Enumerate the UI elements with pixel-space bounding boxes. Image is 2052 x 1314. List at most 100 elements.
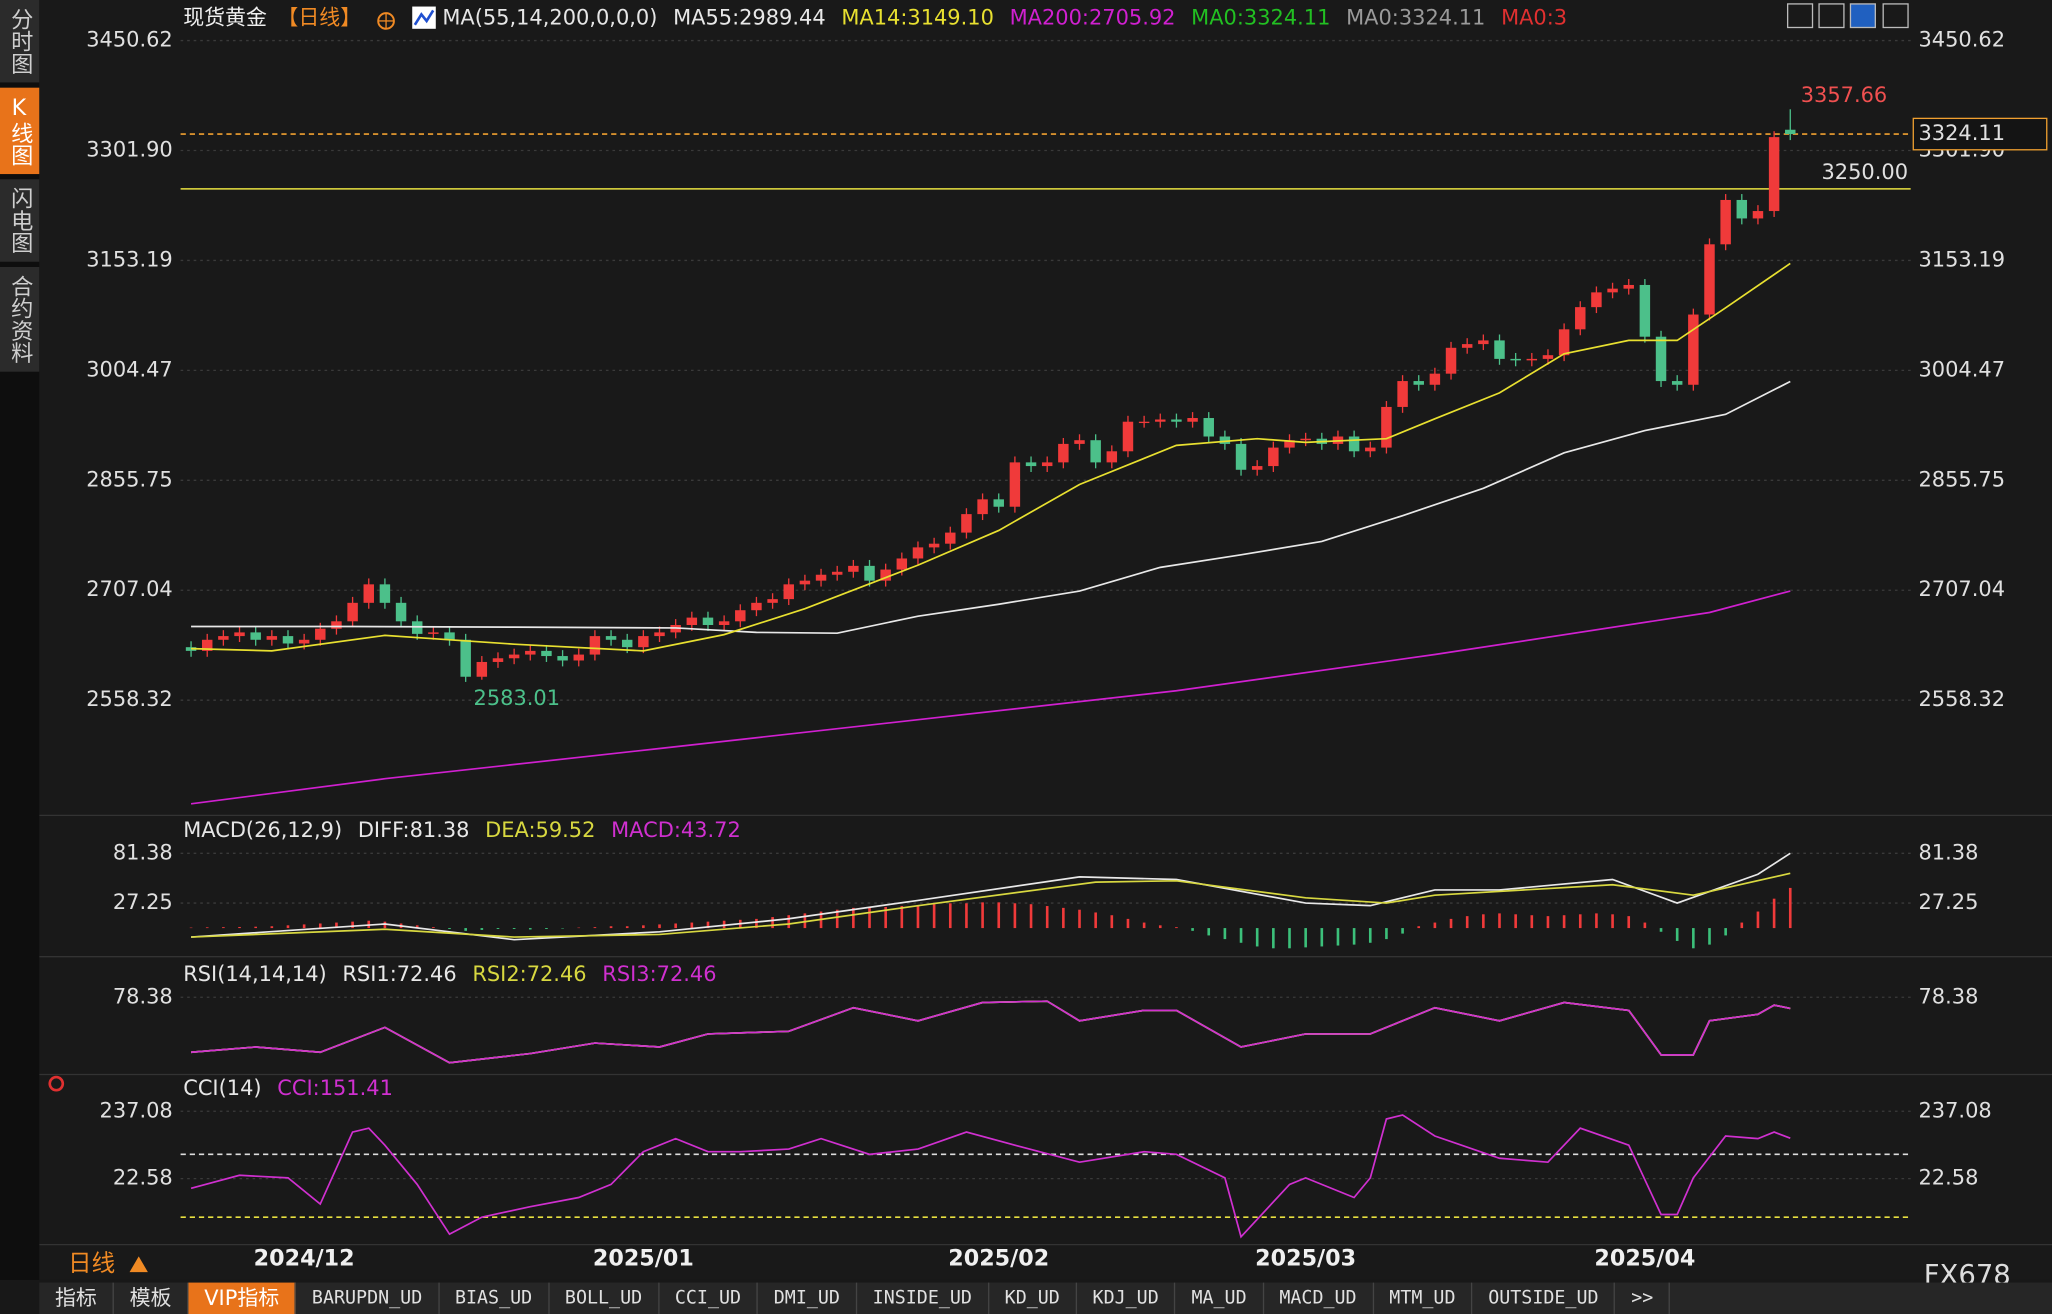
tool-icon[interactable] [1849, 3, 1876, 29]
histogram-bar [1692, 928, 1695, 949]
histogram-bar [884, 906, 887, 929]
candle-body [880, 569, 891, 581]
y-tick-label: 22.58 [113, 1166, 173, 1190]
footer-tab[interactable]: >> [1616, 1282, 1671, 1314]
histogram-bar [222, 927, 225, 929]
histogram-bar [496, 928, 500, 929]
sidebar-tab[interactable]: 闪电图 [0, 179, 40, 262]
candle-body [864, 565, 875, 581]
y-tick-label-right: 78.38 [1919, 984, 1979, 1008]
histogram-bar [835, 909, 839, 929]
footer-tab[interactable]: KDJ_UD [1077, 1282, 1176, 1314]
histogram-bar [1433, 922, 1437, 929]
histogram-bar [1158, 925, 1162, 929]
candle-body [928, 543, 940, 548]
sidebar-tab[interactable]: 分时图 [0, 0, 40, 83]
x-tick-label: 2025/01 [593, 1246, 694, 1272]
histogram-bar [1013, 903, 1017, 929]
candle-body [1397, 381, 1408, 407]
candle-body [1413, 381, 1424, 385]
sidebar-tab[interactable]: K线图 [0, 87, 40, 175]
footer-tab[interactable]: KD_UD [989, 1282, 1077, 1314]
histogram-bar [1627, 916, 1631, 929]
alert-icon[interactable] [48, 1075, 65, 1092]
period-arrow[interactable] [129, 1256, 148, 1273]
candle-body [1639, 284, 1651, 337]
candle-body [1090, 440, 1101, 463]
period-label: 【日线】 [277, 5, 361, 29]
histogram-bar [900, 906, 904, 929]
y-tick-label: 27.25 [113, 890, 173, 914]
candle-body [1074, 440, 1085, 444]
sidebar-tab[interactable]: 合约资料 [0, 266, 40, 372]
histogram-bar [1126, 918, 1130, 929]
histogram-bar [625, 926, 629, 929]
candle-body [315, 628, 326, 640]
candle-body [1445, 347, 1457, 374]
candle-body [298, 639, 310, 644]
histogram-bar [1401, 928, 1404, 934]
footer-tab[interactable]: CCI_UD [659, 1282, 759, 1314]
crosshair-icon[interactable] [377, 12, 395, 30]
candle-body [1591, 292, 1602, 308]
y-tick-label-right: 3450.62 [1919, 28, 2006, 52]
legend-label: MA0:3 [1501, 5, 1567, 29]
legend-label: CCI:151.41 [277, 1076, 393, 1100]
candle-body [815, 574, 827, 581]
footer-period[interactable]: 日线 [68, 1249, 115, 1277]
footer-tab[interactable]: MA_UD [1176, 1282, 1264, 1314]
candle-body [476, 661, 488, 677]
high-annotation: 3357.66 [1801, 83, 1888, 107]
tool-icon[interactable] [1786, 3, 1814, 29]
histogram-bar [965, 903, 968, 929]
tool-icon[interactable] [1818, 3, 1845, 29]
candle-body [1655, 336, 1667, 382]
footer-tab[interactable]: BARUPDN_UD [296, 1282, 440, 1314]
candle-body [492, 658, 504, 662]
candle-body [1300, 438, 1311, 441]
candle-body [1494, 340, 1505, 359]
legend-label: MACD(26,12,9) [183, 818, 342, 842]
y-tick-label: 2707.04 [86, 577, 173, 601]
legend-label: MA200:2705.92 [1010, 5, 1176, 29]
footer-tab[interactable]: INSIDE_UD [857, 1282, 989, 1314]
histogram-bar [1482, 914, 1485, 929]
histogram-bar [205, 927, 209, 929]
tool-icon[interactable] [1882, 3, 1909, 29]
candle-body [1284, 440, 1295, 448]
histogram-bar [464, 928, 467, 931]
histogram-bar [803, 913, 807, 929]
footer-tab[interactable]: OUTSIDE_UD [1472, 1282, 1616, 1314]
y-tick-label-right: 2855.75 [1919, 467, 2006, 491]
price-box-label: 3324.11 [1919, 121, 2006, 145]
histogram-bar [1094, 912, 1097, 929]
histogram-bar [1708, 928, 1711, 945]
footer-tab[interactable]: MACD_UD [1264, 1282, 1374, 1314]
footer-tab[interactable]: 模板 [114, 1282, 189, 1314]
indicator-icon[interactable] [412, 6, 436, 29]
y-tick-label-right: 237.08 [1919, 1098, 1992, 1122]
icon-line [413, 9, 435, 26]
histogram-bar [1611, 914, 1614, 929]
legend-label: MA55:2989.44 [673, 5, 826, 29]
footer-tab[interactable]: 指标 [39, 1282, 114, 1314]
legend-label: RSI(14,14,14) [183, 962, 326, 986]
histogram-bar [1255, 928, 1259, 947]
footer-tab[interactable]: VIP指标 [188, 1282, 297, 1314]
histogram-bar [238, 926, 241, 929]
y-tick-label: 3301.90 [86, 138, 173, 162]
footer-tab[interactable]: BIAS_UD [439, 1282, 550, 1314]
series-line [190, 1000, 1791, 1064]
y-tick-label-right: 3153.19 [1919, 247, 2006, 271]
footer-tab[interactable]: MTM_UD [1374, 1282, 1473, 1314]
footer-tab[interactable]: BOLL_UD [549, 1282, 660, 1314]
candle-body [638, 636, 649, 648]
footer-tab[interactable]: DMI_UD [758, 1282, 857, 1314]
histogram-bar [1078, 909, 1081, 929]
candle-body [1106, 451, 1118, 463]
candle-body [686, 617, 698, 626]
candle-body [1478, 340, 1489, 345]
y-tick-label: 2558.32 [86, 687, 173, 711]
histogram-bar [706, 921, 710, 929]
